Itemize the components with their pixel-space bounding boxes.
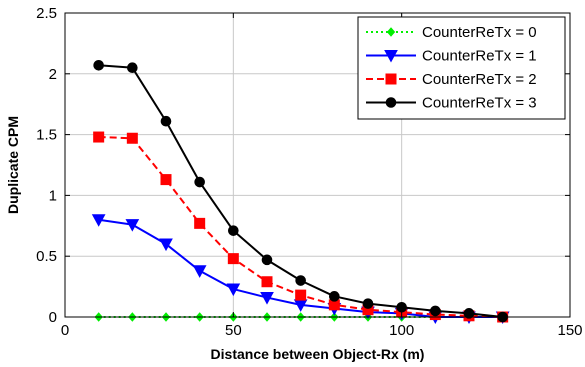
legend: CounterReTx = 0 CounterReTx = 1 CounterReT… [357,16,566,120]
data-point [463,308,475,319]
series-2 [93,131,509,323]
data-point [159,238,173,252]
legend-label: CounterReTx = 3 [422,95,537,112]
data-point [194,176,205,188]
x-tick-label: 50 [225,322,242,339]
tick-layer: 0 50 100 150 0 0.5 1 1.5 2 2.5 [36,5,582,339]
legend-label: CounterReTx = 0 [422,24,537,41]
series-1 [91,214,510,325]
x-axis-label: Distance between Object-Rx (m) [211,346,425,362]
legend-label: CounterReTx = 1 [422,48,537,65]
legend-item: CounterReTx = 0 [366,24,537,41]
y-tick-label: 1 [49,187,57,204]
data-point [125,219,140,232]
legend-marker [386,27,396,37]
legend-marker [385,73,397,85]
x-tick-label: 0 [61,322,69,339]
data-point [126,132,138,144]
legend-item: CounterReTx = 3 [366,95,537,112]
data-point [261,254,273,266]
data-point [91,214,106,227]
legend-label: CounterReTx = 2 [422,71,537,88]
y-tick-label: 2.5 [36,5,57,22]
legend-marker [384,50,398,63]
y-tick-label: 2 [49,66,57,83]
data-point [227,253,239,265]
x-tick-label: 150 [557,322,582,339]
legend-item: CounterReTx = 2 [366,71,537,88]
y-axis-label: Duplicate CPM [5,116,21,214]
x-tick-label: 100 [389,322,414,339]
data-point [228,225,239,236]
data-point [127,62,138,74]
data-point [93,131,105,143]
data-point [295,275,306,286]
data-point [194,217,206,229]
legend-item: CounterReTx = 1 [366,48,537,65]
plot-frame [64,12,571,318]
data-point [295,289,307,301]
legend-marker [385,97,397,108]
data-point [329,291,340,302]
data-point [261,276,273,288]
data-point [160,115,172,127]
data-point [396,301,407,313]
data-point [93,59,104,71]
data-point [362,298,374,309]
data-point [260,292,274,305]
data-point [160,174,172,186]
data-point [226,283,241,297]
y-tick-label: 0 [49,309,57,326]
data-point [192,265,207,278]
data-point [430,305,441,317]
y-tick-label: 1.5 [36,127,57,144]
y-tick-label: 0.5 [36,248,57,265]
series-3 [93,59,508,323]
